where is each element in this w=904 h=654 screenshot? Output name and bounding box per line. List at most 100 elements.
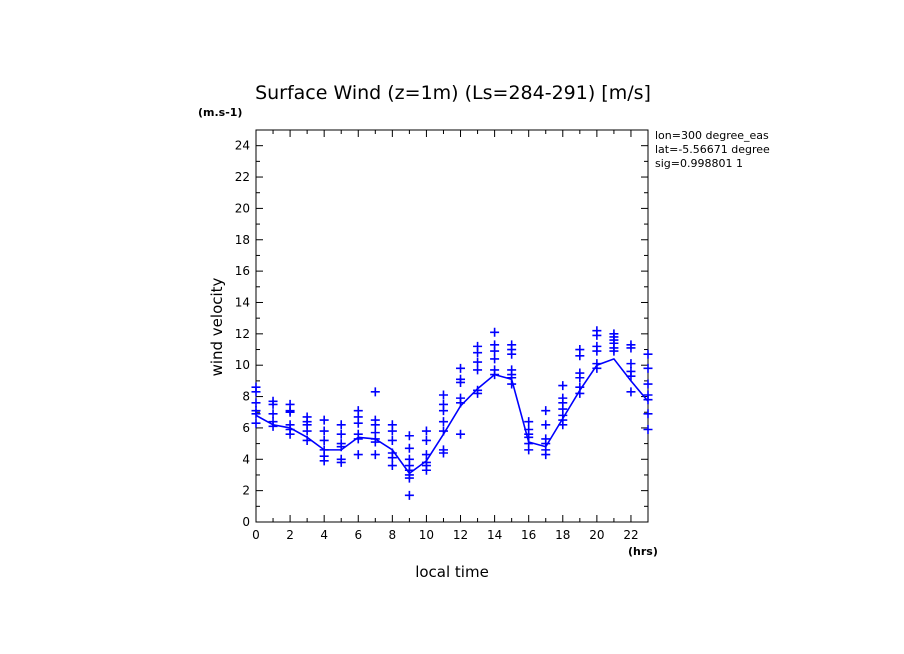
scatter-point (319, 415, 329, 425)
x-axis-label: local time (415, 563, 489, 581)
x-tick-label: 16 (521, 528, 536, 542)
scatter-point (319, 456, 329, 466)
y-tick-label: 10 (235, 358, 250, 372)
scatter-point (336, 420, 346, 430)
plot-frame (255, 129, 649, 523)
x-tick-label: 14 (487, 528, 502, 542)
scatter-point (268, 421, 278, 431)
x-tick-label: 2 (286, 528, 294, 542)
scatter-point (541, 406, 551, 416)
scatter-point (421, 450, 431, 460)
scatter-point (404, 443, 414, 453)
scatter-point (404, 431, 414, 441)
scatter-point (456, 377, 466, 387)
scatter-point (336, 457, 346, 467)
scatter-point (438, 406, 448, 416)
y-tick-label: 20 (235, 201, 250, 215)
scatter-point (251, 409, 261, 419)
scatter-point (490, 346, 500, 356)
scatter-point (456, 363, 466, 373)
y-tick-label: 14 (235, 295, 250, 309)
scatter-point (285, 407, 295, 417)
scatter-point (456, 429, 466, 439)
x-tick-label: 10 (419, 528, 434, 542)
scatter-point (353, 418, 363, 428)
annotation-lon: lon=300 degree_eas (655, 129, 769, 142)
y-tick-label: 24 (235, 139, 250, 153)
x-unit-label: (hrs) (628, 545, 658, 558)
scatter-point (404, 490, 414, 500)
scatter-point (421, 426, 431, 436)
scatter-point (370, 420, 380, 430)
x-tick-label: 18 (555, 528, 570, 542)
scatter-point (370, 450, 380, 460)
scatter-point (473, 357, 483, 367)
scatter-point (507, 349, 517, 359)
scatter-point (558, 381, 568, 391)
y-tick-label: 22 (235, 170, 250, 184)
scatter-point (490, 327, 500, 337)
scatter-point (404, 473, 414, 483)
scatter-point (592, 346, 602, 356)
scatter-point (438, 417, 448, 427)
scatter-point (251, 387, 261, 397)
scatter-point (524, 445, 534, 455)
scatter-point (421, 465, 431, 475)
scatter-point (268, 409, 278, 419)
scatter-point (319, 435, 329, 445)
scatter-point (643, 349, 653, 359)
chart-title: Surface Wind (z=1m) (Ls=284-291) [m/s] (255, 82, 651, 104)
annotation-lat: lat=-5.56671 degree (655, 143, 770, 156)
scatter-point (268, 399, 278, 409)
scatter-point (490, 354, 500, 364)
scatter-point (370, 387, 380, 397)
scatter-point (626, 343, 636, 353)
y-axis-label: wind velocity (208, 277, 226, 376)
x-tick-label: 4 (320, 528, 328, 542)
scatter-point (643, 363, 653, 373)
scatter-point (643, 395, 653, 405)
scatter-point (473, 388, 483, 398)
scatter-point (575, 373, 585, 383)
scatter-point (643, 424, 653, 434)
y-tick-label: 0 (242, 515, 250, 529)
y-tick-label: 4 (242, 452, 250, 466)
x-tick-label: 8 (389, 528, 397, 542)
scatter-point (438, 390, 448, 400)
scatter-point (643, 379, 653, 389)
data-marks (251, 326, 653, 500)
x-tick-label: 0 (252, 528, 260, 542)
scatter-point (575, 351, 585, 361)
y-tick-label: 2 (242, 484, 250, 498)
y-unit-label: (m.s-1) (198, 106, 242, 119)
scatter-point (541, 450, 551, 460)
y-tick-label: 12 (235, 327, 250, 341)
scatter-point (251, 398, 261, 408)
annotation-sig: sig=0.998801 1 (655, 157, 743, 170)
x-tick-label: 22 (623, 528, 638, 542)
scatter-point (387, 435, 397, 445)
scatter-point (387, 426, 397, 436)
scatter-point (626, 359, 636, 369)
x-tick-label: 6 (354, 528, 362, 542)
y-tick-label: 18 (235, 233, 250, 247)
scatter-point (353, 450, 363, 460)
scatter-point (524, 417, 534, 427)
scatter-point (473, 365, 483, 375)
scatter-point (592, 330, 602, 340)
scatter-point (285, 429, 295, 439)
scatter-point (643, 409, 653, 419)
x-tick-label: 12 (453, 528, 468, 542)
scatter-point (302, 426, 312, 436)
scatter-point (609, 346, 619, 356)
scatter-point (336, 429, 346, 439)
scatter-point (387, 453, 397, 463)
scatter-point (626, 387, 636, 397)
scatter-point (251, 418, 261, 428)
scatter-point (319, 426, 329, 436)
x-tick-label: 20 (589, 528, 604, 542)
y-tick-label: 6 (242, 421, 250, 435)
y-tick-label: 16 (235, 264, 250, 278)
